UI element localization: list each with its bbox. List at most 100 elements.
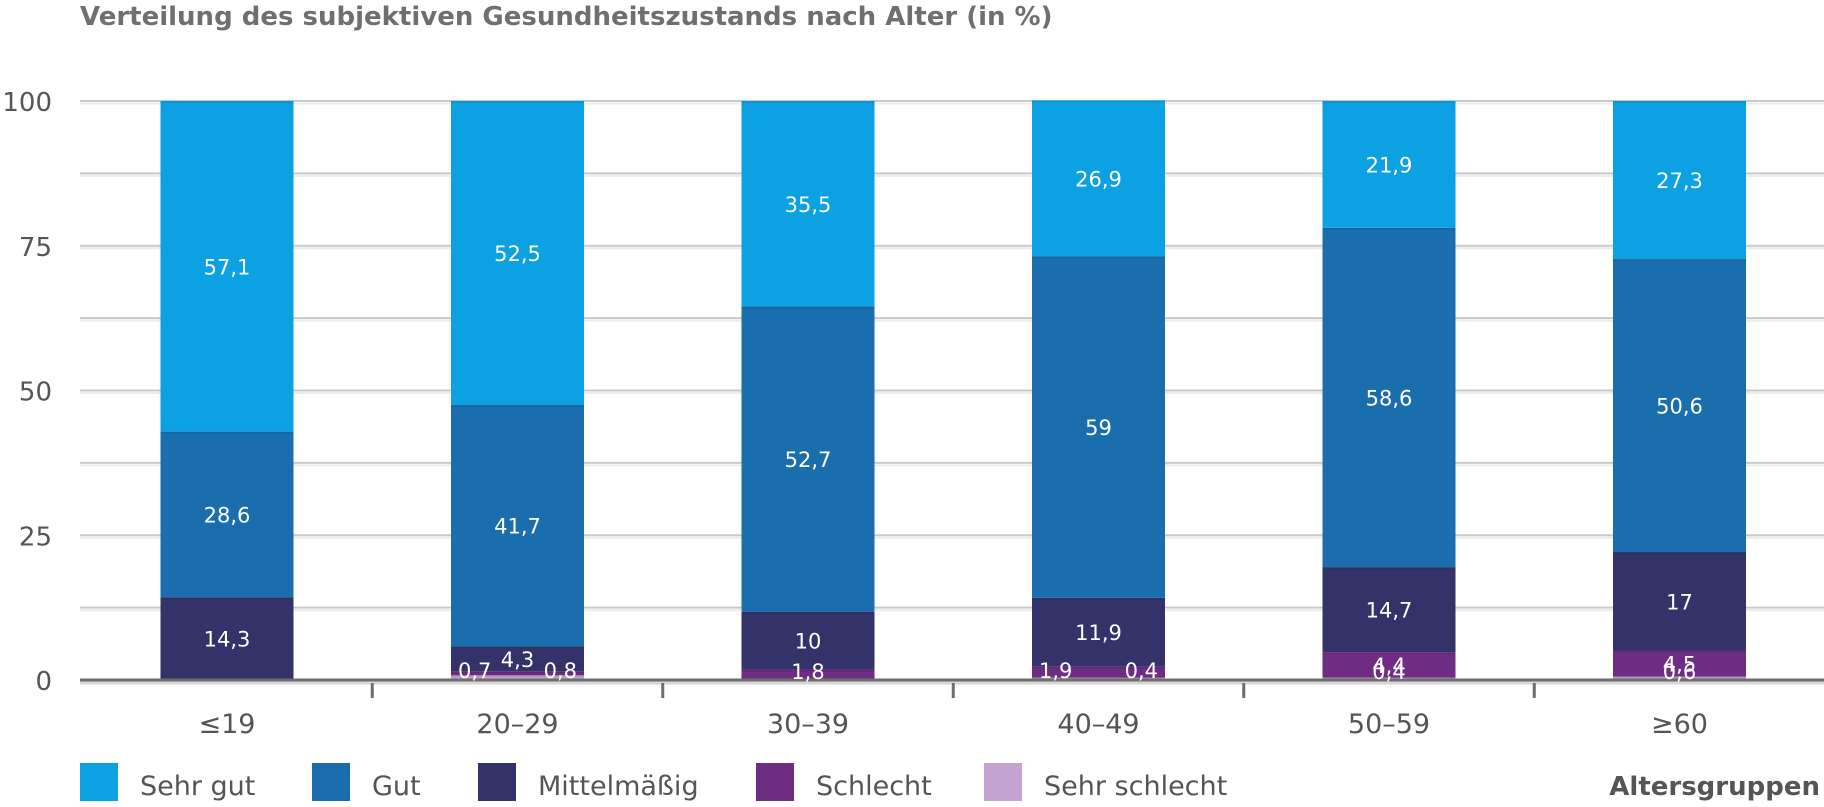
bar-segment-edge: [1613, 552, 1746, 555]
value-label: 52,5: [494, 242, 541, 266]
bar-segment: [741, 306, 875, 612]
value-label: 52,7: [785, 448, 832, 472]
bar-segment-edge: [451, 404, 584, 407]
bar-segment: [741, 669, 875, 680]
value-label: 14,7: [1366, 599, 1413, 623]
bar-segment: [1613, 552, 1746, 651]
bar-segment: [1032, 256, 1165, 598]
y-tick-label: 0: [35, 667, 52, 697]
value-label: 11,9: [1075, 621, 1122, 645]
bar-segment: [1613, 101, 1746, 260]
y-tick-label: 100: [2, 88, 52, 118]
value-label: 10: [795, 630, 822, 654]
legend-swatch: [80, 763, 118, 801]
value-label: 35,5: [785, 193, 832, 217]
bar-segment-edge: [1322, 567, 1456, 570]
bar-segment-edge: [1613, 259, 1746, 262]
grid-lines: 0 25 50 75 100: [2, 88, 1824, 697]
value-label: 41,7: [494, 515, 541, 539]
bar-segment: [1322, 567, 1456, 653]
value-label: 4,4: [1372, 654, 1405, 678]
bar-segment: [451, 671, 584, 676]
category-label: 40–49: [1057, 709, 1139, 740]
value-label: 14,3: [204, 628, 251, 652]
category-label: 50–59: [1348, 709, 1430, 740]
bar-segment-edge: [1322, 101, 1456, 103]
bar-segment-edge: [1322, 227, 1456, 230]
bar-segment: [1322, 227, 1456, 568]
bar-segment-edge: [741, 611, 875, 614]
bar-segment: [1322, 652, 1456, 678]
legend-swatch: [756, 763, 794, 801]
y-tick-label: 50: [19, 378, 52, 408]
value-label: 27,3: [1656, 169, 1703, 193]
bar-segment: [160, 431, 294, 598]
legend-label: Sehr schlecht: [1044, 771, 1227, 802]
value-label: 0,4: [1372, 660, 1405, 684]
legend-label: Mittelmäßig: [538, 771, 699, 802]
value-label: 1,8: [791, 660, 824, 684]
category-label: ≥60: [1651, 709, 1708, 740]
value-label: 28,6: [204, 503, 251, 527]
x-axis: ≤19 20–29 30–39 40–49 50–59 ≥60: [80, 678, 1824, 740]
value-label: 0,8: [544, 659, 577, 683]
legend-swatch: [478, 763, 516, 801]
value-label: 21,9: [1366, 153, 1413, 177]
bar-segment: [741, 101, 875, 307]
value-label: 4,3: [501, 648, 534, 672]
bar-segment: [451, 675, 584, 680]
bar-segment: [1613, 676, 1746, 680]
value-label: 4,5: [1663, 652, 1696, 676]
bar-segment-edge: [160, 597, 294, 600]
bar-segment-edge: [741, 101, 875, 103]
bar-segment-edge: [451, 646, 584, 649]
category-label: 20–29: [476, 709, 558, 740]
bar-segment-edge: [1613, 676, 1746, 679]
bar-segment: [451, 646, 584, 672]
bar-segment: [451, 404, 584, 647]
bar-segment-edge: [1032, 597, 1165, 600]
legend-label: Sehr gut: [140, 771, 255, 802]
x-axis-title: Altersgruppen: [1609, 772, 1820, 802]
value-label: 0,4: [1125, 659, 1158, 683]
bar-segment-edge: [160, 431, 294, 434]
value-label: 17: [1666, 590, 1693, 614]
bar-segment: [160, 597, 294, 680]
bar-segment: [1032, 597, 1165, 667]
legend-label: Schlecht: [816, 771, 932, 802]
bar-segment-edge: [451, 101, 584, 103]
bars: [160, 100, 1746, 680]
bar-segment: [1613, 259, 1746, 553]
bar-segment: [160, 101, 294, 432]
y-tick-label: 25: [19, 522, 52, 552]
bar-segment: [1032, 666, 1165, 678]
value-labels: 14,3 28,6 57,1 0,8 0,7 4,3 41,7 52,5 1,8 10 52,7 35…: [204, 153, 1703, 684]
category-label: ≤19: [199, 709, 256, 740]
bar-segment-edge: [1613, 650, 1746, 653]
chart-title: Verteilung des subjektiven Gesundheitszu…: [80, 2, 1053, 32]
category-label: 30–39: [767, 709, 849, 740]
value-label: 26,9: [1075, 167, 1122, 191]
y-tick-label: 75: [19, 233, 52, 263]
bar-segment-edge: [451, 675, 584, 678]
legend-swatch: [312, 763, 350, 801]
bar-segment-edge: [741, 669, 875, 672]
bar-segment: [741, 611, 875, 670]
legend-label: Gut: [372, 771, 421, 802]
bar-segment-edge: [1322, 652, 1456, 655]
bar-segment-edge: [1032, 100, 1165, 103]
value-label: 59: [1085, 416, 1112, 440]
bar-segment-edge: [1032, 256, 1165, 259]
value-label: 58,6: [1366, 386, 1413, 410]
bar-segment-edge: [451, 671, 584, 674]
bar-segment: [1032, 100, 1165, 257]
value-label: 50,6: [1656, 395, 1703, 419]
legend: Sehr gut Gut Mittelmäßig Schlecht Sehr schle…: [80, 763, 1820, 802]
bar-segment: [1322, 101, 1456, 228]
value-label: 0,7: [458, 659, 491, 683]
bar-segment-edge: [1032, 666, 1165, 669]
value-label: 0,6: [1663, 660, 1696, 684]
value-label: 1,9: [1039, 659, 1072, 683]
value-label: 57,1: [204, 255, 251, 279]
